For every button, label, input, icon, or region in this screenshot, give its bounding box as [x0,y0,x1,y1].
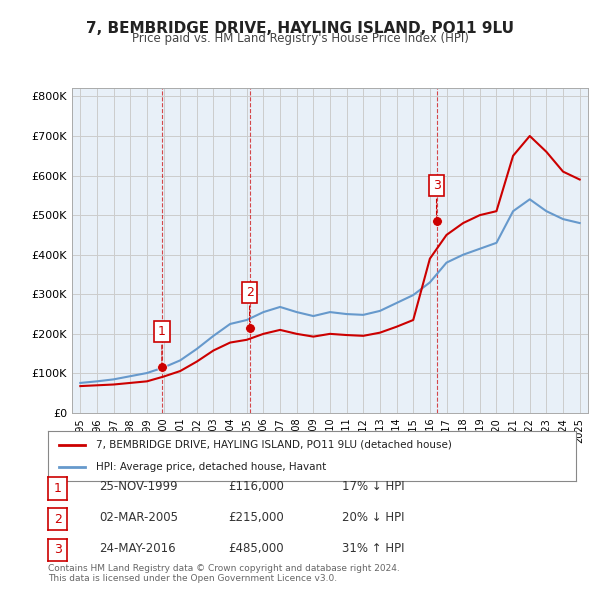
Text: £215,000: £215,000 [228,511,284,524]
Text: 25-NOV-1999: 25-NOV-1999 [99,480,178,493]
Text: 2: 2 [53,513,62,526]
Text: Price paid vs. HM Land Registry's House Price Index (HPI): Price paid vs. HM Land Registry's House … [131,32,469,45]
Text: 20% ↓ HPI: 20% ↓ HPI [342,511,404,524]
Text: 1: 1 [53,482,62,495]
Text: 24-MAY-2016: 24-MAY-2016 [99,542,176,555]
Text: 31% ↑ HPI: 31% ↑ HPI [342,542,404,555]
Text: 2: 2 [245,286,254,325]
Text: 3: 3 [433,179,440,218]
Text: 7, BEMBRIDGE DRIVE, HAYLING ISLAND, PO11 9LU (detached house): 7, BEMBRIDGE DRIVE, HAYLING ISLAND, PO11… [95,440,451,450]
Text: £485,000: £485,000 [228,542,284,555]
Text: 02-MAR-2005: 02-MAR-2005 [99,511,178,524]
Text: 1: 1 [158,325,166,364]
Text: 7, BEMBRIDGE DRIVE, HAYLING ISLAND, PO11 9LU: 7, BEMBRIDGE DRIVE, HAYLING ISLAND, PO11… [86,21,514,35]
Text: £116,000: £116,000 [228,480,284,493]
Text: 17% ↓ HPI: 17% ↓ HPI [342,480,404,493]
Text: 3: 3 [53,543,62,556]
Text: HPI: Average price, detached house, Havant: HPI: Average price, detached house, Hava… [95,462,326,472]
Text: Contains HM Land Registry data © Crown copyright and database right 2024.
This d: Contains HM Land Registry data © Crown c… [48,563,400,583]
